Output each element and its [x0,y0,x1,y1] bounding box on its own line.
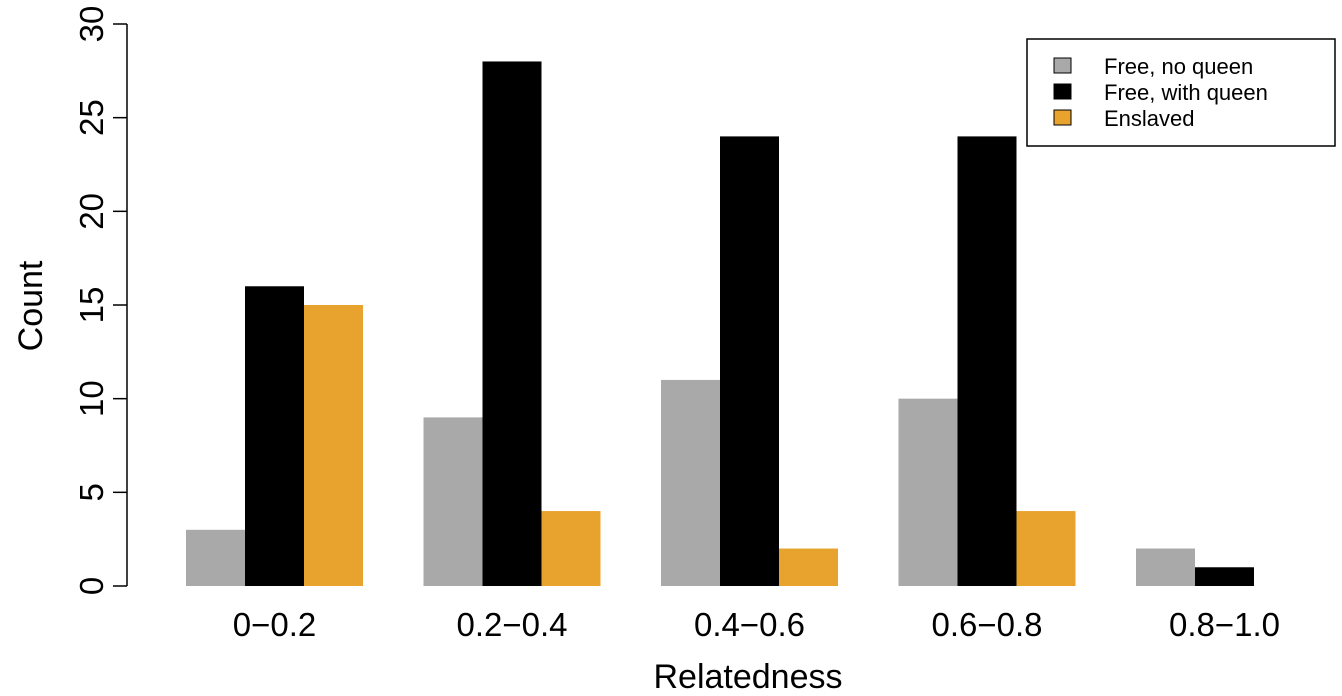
legend-swatch [1053,109,1072,126]
y-tick-label: 0 [73,577,110,595]
bar [541,511,601,586]
bar [661,379,720,586]
bar [1195,567,1254,586]
bar [423,417,483,586]
legend-swatch [1053,57,1072,74]
y-tick-label: 30 [73,6,110,43]
legend-box [1026,38,1336,147]
y-tick-label: 15 [73,287,110,324]
legend-swatch [1053,83,1072,100]
bar [720,136,779,586]
x-tick-label: 0.2−0.4 [456,606,567,643]
y-tick-label: 25 [73,99,110,136]
bar [186,529,245,586]
bar [779,548,838,586]
bar [304,305,363,586]
legend-label: Free, no queen [1104,54,1253,79]
bar [1016,511,1076,586]
x-tick-label: 0.6−0.8 [931,606,1042,643]
legend-label: Free, with queen [1104,80,1268,105]
x-tick-label: 0.4−0.6 [694,606,805,643]
bar [1136,548,1195,586]
y-tick-label: 20 [73,193,110,230]
x-axis: 0−0.2 0.2−0.4 0.4−0.6 0.6−0.8 0.8−1.0 [233,606,1280,643]
bar [245,286,304,586]
x-tick-label: 0−0.2 [233,606,317,643]
bars [186,61,1254,586]
y-axis-title: Count [12,260,50,351]
x-tick-label: 0.8−1.0 [1169,606,1280,643]
bar [957,136,1017,586]
legend-label: Enslaved [1104,106,1195,131]
y-axis: 0 5 10 15 20 25 30 [73,6,128,595]
bar [482,61,542,586]
y-tick-label: 10 [73,380,110,417]
x-axis-title: Relatedness [653,658,842,696]
y-tick-label: 5 [73,483,110,501]
bar [898,398,958,586]
